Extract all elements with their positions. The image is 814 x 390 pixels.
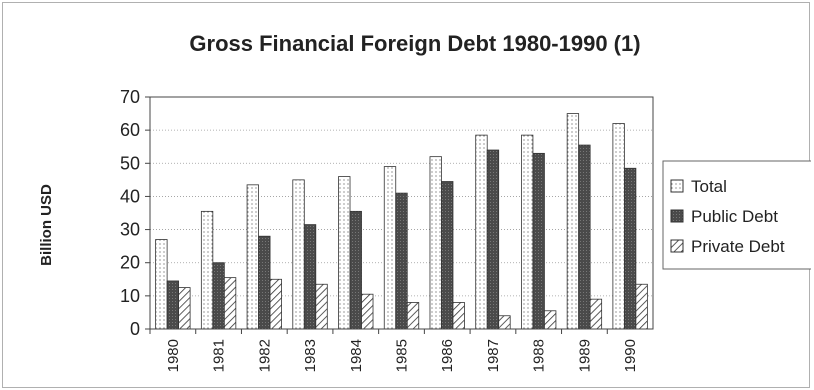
legend-box — [662, 160, 811, 270]
x-tick-label: 1987 — [485, 339, 502, 372]
legend-label-public-debt: Public Debt — [691, 207, 778, 226]
x-tick-label: 1983 — [302, 339, 319, 372]
bar-private-debt — [223, 277, 237, 330]
x-tick-label: 1985 — [394, 339, 411, 372]
legend-swatch-total — [670, 179, 684, 193]
bar-total — [521, 134, 534, 330]
y-tick-label: 0 — [130, 319, 140, 339]
y-tick-label: 50 — [120, 153, 140, 173]
x-tick-label: 1982 — [256, 339, 273, 372]
bar-total — [566, 113, 580, 330]
bar-total — [338, 176, 351, 330]
bar-public-debt — [258, 235, 271, 330]
bar-total — [246, 184, 259, 330]
bar-total — [429, 156, 442, 330]
x-tick-label: 1980 — [165, 339, 182, 372]
bar-public-debt — [532, 152, 545, 330]
bar-total — [200, 210, 214, 330]
chart-title: Gross Financial Foreign Debt 1980-1990 (… — [189, 31, 640, 56]
y-tick-label: 20 — [120, 253, 140, 273]
legend-swatch-public-debt — [670, 209, 684, 223]
bar-public-debt — [349, 210, 362, 330]
bar-public-debt — [486, 149, 500, 330]
bar-private-debt — [589, 298, 603, 330]
bar-private-debt — [452, 302, 465, 330]
y-tick-label: 30 — [120, 220, 140, 240]
bar-chart: Gross Financial Foreign Debt 1980-1990 (… — [38, 31, 811, 372]
bar-public-debt — [303, 224, 317, 330]
bar-total — [383, 166, 397, 330]
y-tick-label: 10 — [120, 286, 140, 306]
bar-public-debt — [395, 192, 408, 330]
y-tick-label: 60 — [120, 120, 140, 140]
y-tick-label: 40 — [120, 186, 140, 206]
legend: Total Public Debt Private Debt — [662, 160, 811, 270]
plot-area-border — [149, 96, 654, 330]
x-tick-label: 1990 — [622, 339, 639, 372]
y-tick-label: 70 — [120, 87, 140, 107]
y-ticks: 0 10 20 30 40 50 60 70 — [120, 87, 150, 339]
legend-swatch-private-debt — [670, 239, 684, 253]
y-axis-label: Billion USD — [38, 184, 55, 266]
bar-private-debt — [406, 302, 420, 330]
bar-public-debt — [578, 144, 591, 330]
bar-public-debt — [441, 181, 454, 330]
x-tick-label: 1984 — [348, 339, 365, 372]
bar-private-debt — [178, 287, 191, 330]
legend-label-total: Total — [691, 177, 727, 196]
bar-total — [612, 123, 625, 330]
bar-private-debt — [498, 315, 511, 330]
bar-total — [292, 179, 305, 330]
bar-private-debt — [361, 293, 374, 330]
bars — [155, 113, 648, 330]
x-tick-label: 1989 — [576, 339, 593, 372]
bar-private-debt — [635, 283, 648, 330]
x-ticks: 1980 1981 1982 1983 1984 1985 1986 1987 1988 1989… — [149, 329, 639, 372]
bar-public-debt — [166, 280, 180, 330]
x-tick-label: 1988 — [531, 339, 548, 372]
bar-total — [475, 134, 488, 330]
bar-private-debt — [315, 283, 328, 330]
bar-private-debt — [544, 310, 557, 330]
legend-label-private-debt: Private Debt — [691, 237, 785, 256]
bar-private-debt — [269, 278, 282, 330]
x-tick-label: 1986 — [439, 339, 456, 372]
x-tick-label: 1981 — [211, 339, 228, 372]
bar-total — [155, 239, 168, 330]
bar-public-debt — [623, 167, 637, 330]
bar-public-debt — [212, 262, 225, 330]
